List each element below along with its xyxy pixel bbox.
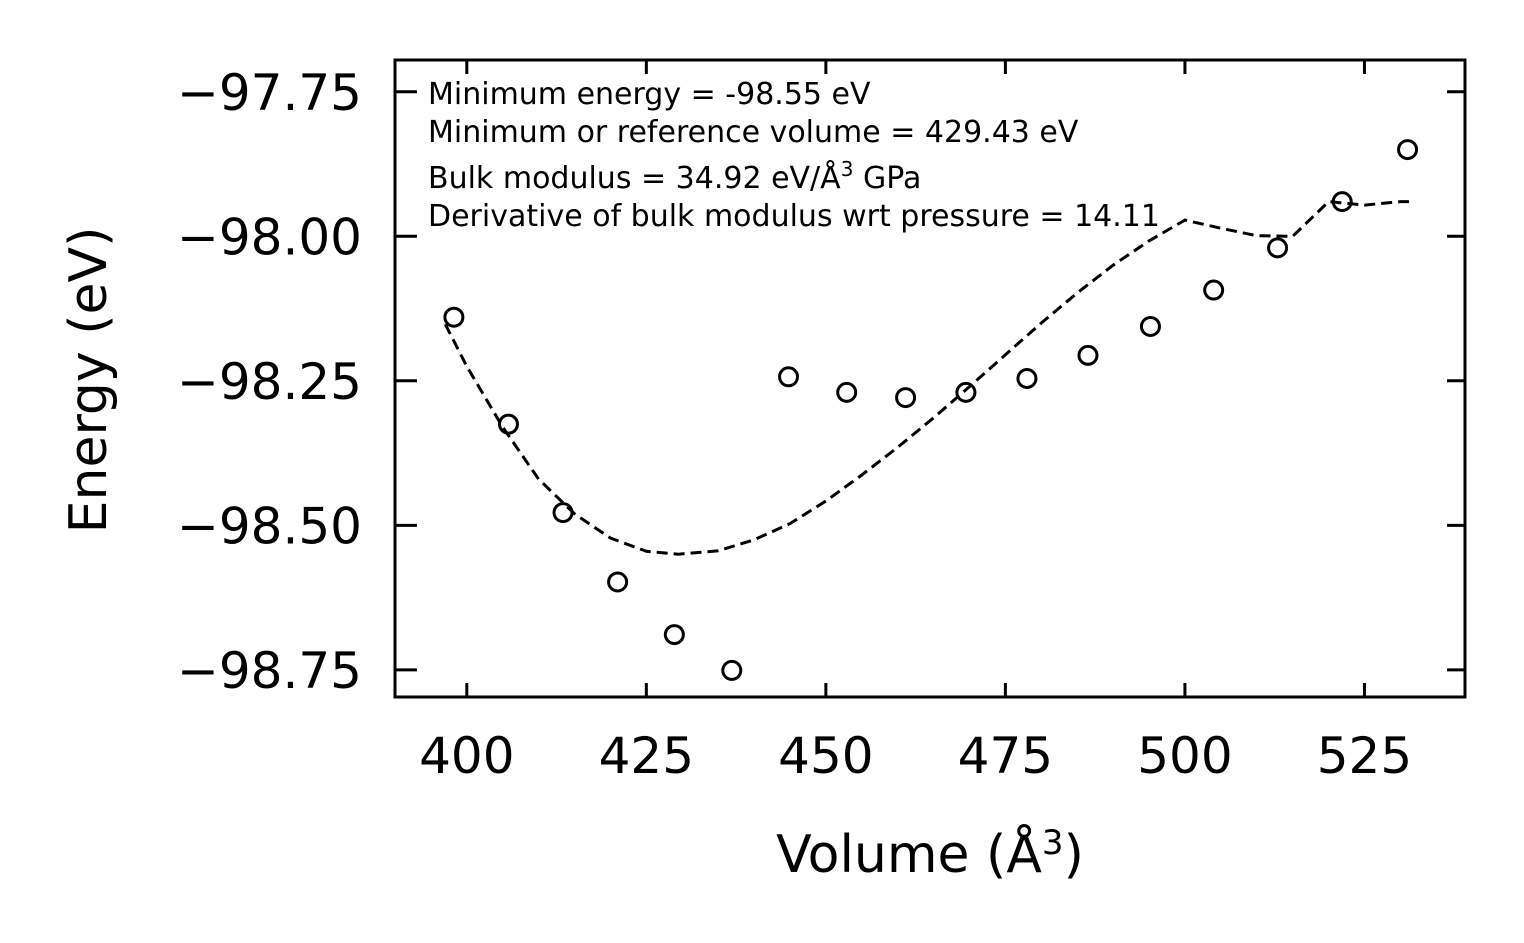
y-axis-label: Energy (eV)	[59, 227, 119, 534]
x-axis-label: Volume (Å3)	[776, 823, 1084, 885]
data-point	[663, 624, 685, 646]
annotation-min-energy: Minimum energy = -98.55 eV	[428, 77, 871, 112]
y-tick-label: −98.00	[177, 208, 362, 266]
ticks-layer: 400 425 450 475 500 525 −97.75 −98.00 −98.25 −98.…	[177, 60, 1465, 785]
data-point	[1331, 191, 1353, 213]
y-tick-label: −98.25	[177, 353, 362, 411]
data-point	[443, 306, 465, 328]
data-point	[1397, 139, 1419, 161]
x-tick-label: 400	[419, 727, 514, 785]
data-point	[1139, 315, 1161, 337]
data-point	[1077, 344, 1099, 366]
plot-frame	[393, 58, 1467, 699]
data-point	[1203, 279, 1225, 301]
x-axis-label-main: Volume (Å	[776, 823, 1042, 885]
fit-curve-layer	[443, 200, 1415, 556]
x-tick-label: 450	[778, 727, 873, 785]
data-point	[778, 366, 800, 388]
data-point	[721, 659, 743, 681]
data-point	[607, 571, 629, 593]
data-point	[895, 387, 917, 409]
annotation-bulk-derivative: Derivative of bulk modulus wrt pressure …	[428, 199, 1160, 234]
fit-line	[443, 200, 1415, 556]
annotation-bulk-modulus: Bulk modulus = 34.92 eV/Å3 GPa	[428, 157, 921, 196]
annotation-bulk-modulus-sup: 3	[841, 157, 854, 181]
data-point	[552, 502, 574, 524]
annotation-bulk-modulus-main: Bulk modulus = 34.92 eV/Å	[428, 160, 841, 196]
data-point	[1016, 368, 1038, 389]
data-point	[836, 381, 858, 403]
x-tick-label: 500	[1137, 727, 1232, 785]
data-point	[955, 381, 977, 403]
annotation-bulk-modulus-unit: GPa	[853, 161, 921, 196]
annotation-ref-volume: Minimum or reference volume = 429.43 eV	[428, 115, 1079, 150]
x-axis-label-end: )	[1064, 825, 1084, 885]
x-tick-label: 425	[599, 727, 694, 785]
x-axis-label-sup: 3	[1042, 823, 1064, 863]
data-points-layer	[443, 139, 1419, 681]
y-tick-label: −98.75	[177, 642, 362, 700]
y-tick-label: −98.50	[177, 497, 362, 555]
x-tick-label: 525	[1317, 727, 1412, 785]
y-tick-label: −97.75	[177, 64, 362, 122]
data-point	[497, 413, 519, 435]
annotation-block: Minimum energy = -98.55 eV Minimum or re…	[428, 77, 1160, 234]
x-tick-label: 475	[958, 727, 1053, 785]
data-point	[1267, 237, 1289, 259]
